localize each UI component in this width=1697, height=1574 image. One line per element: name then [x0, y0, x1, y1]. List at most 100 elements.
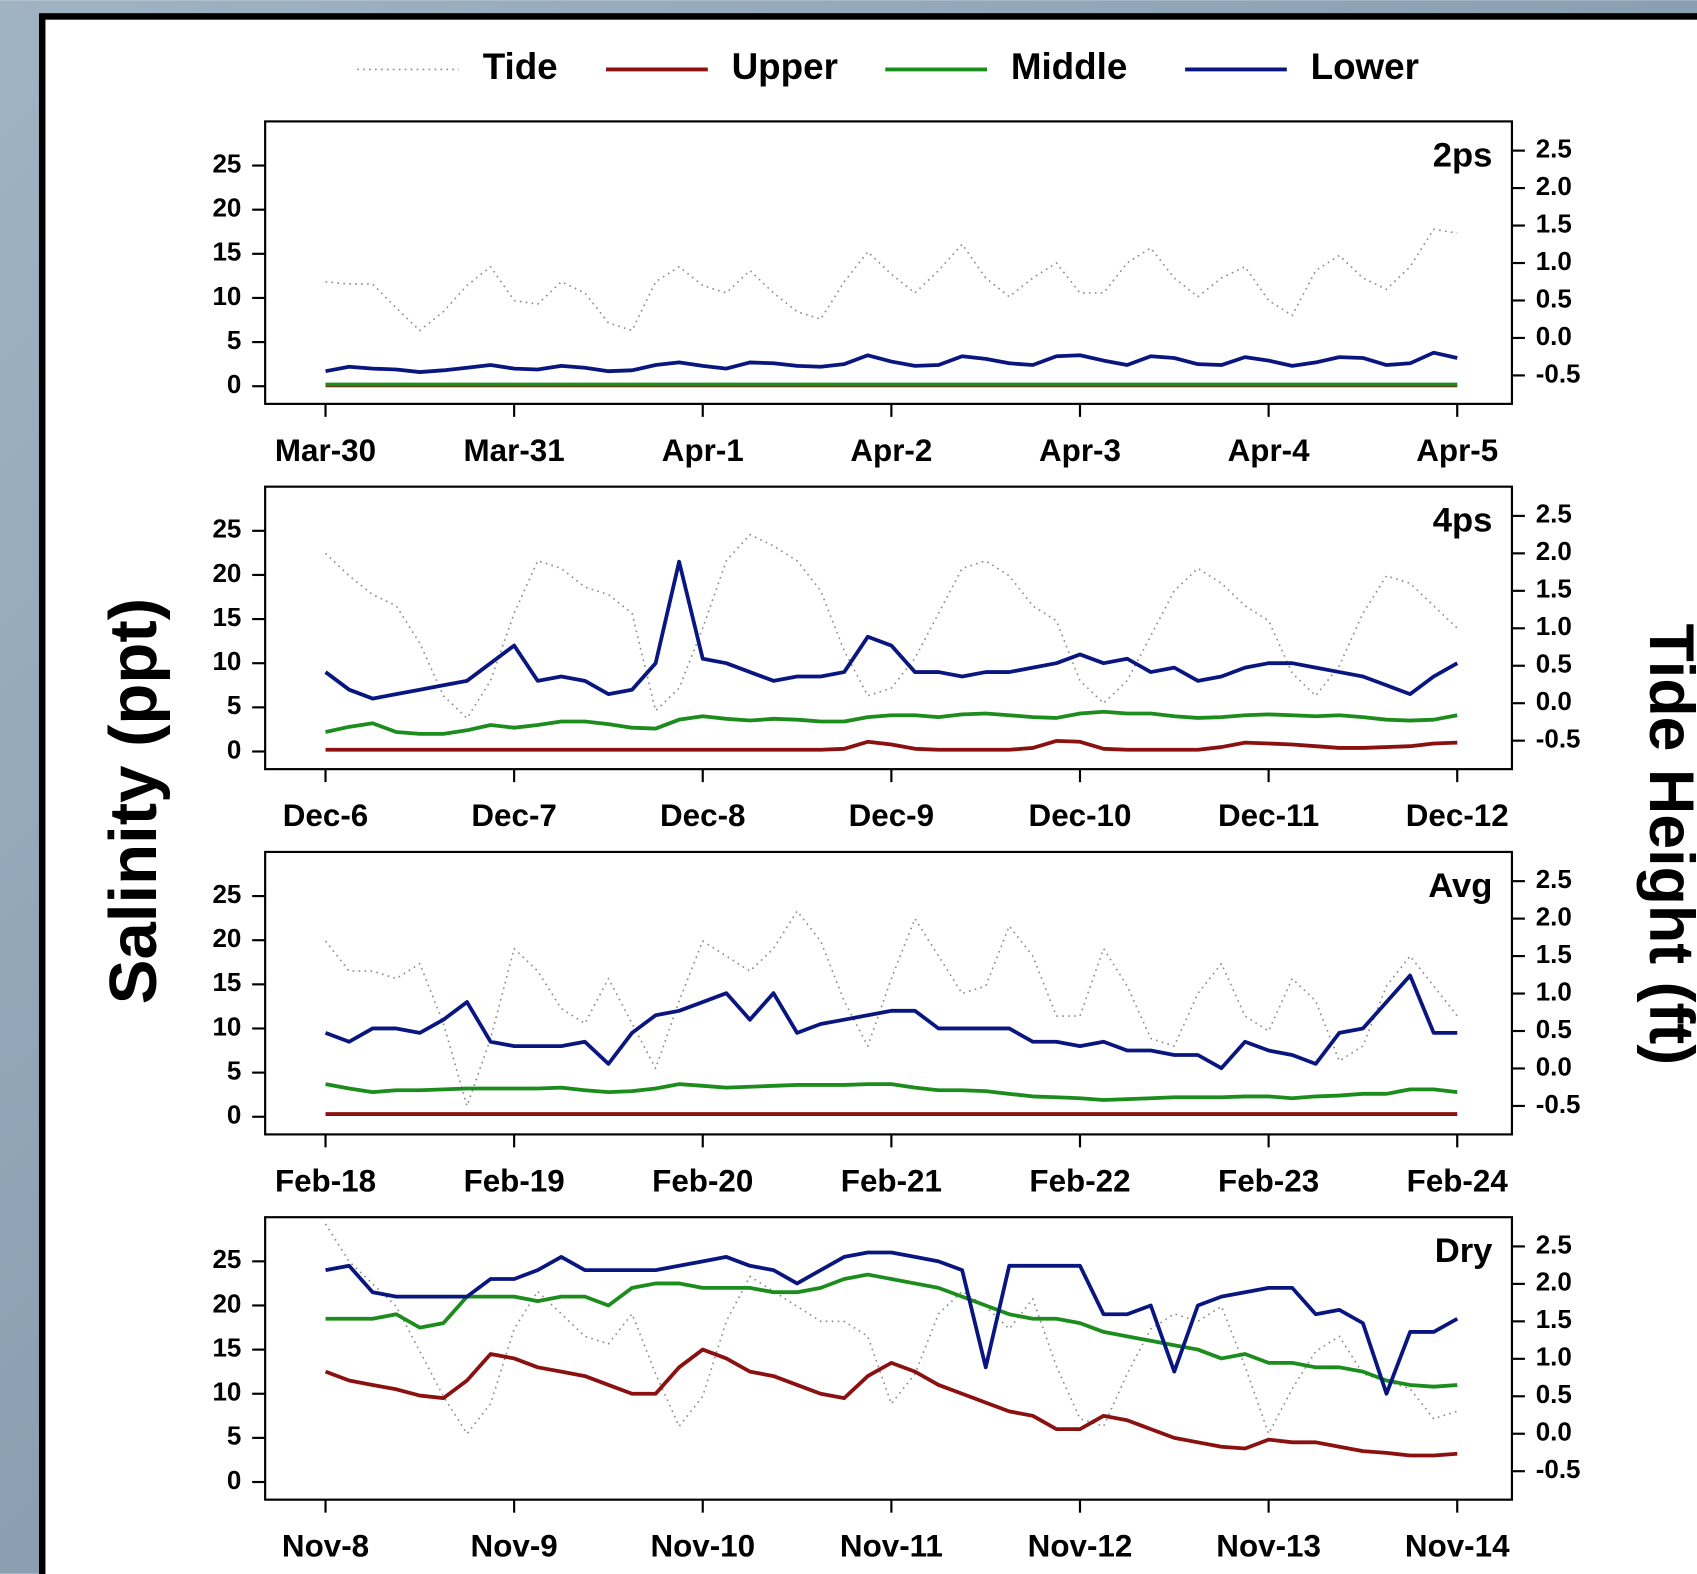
y-tick-label: 15: [212, 967, 241, 997]
x-tick-label: Nov-9: [471, 1529, 558, 1564]
x-tick-label: Feb-22: [1029, 1163, 1130, 1198]
y2-tick-label: 0.0: [1536, 321, 1572, 351]
x-tick-label: Dec-10: [1029, 798, 1132, 833]
x-tick-label: Dec-11: [1218, 798, 1319, 833]
y2-tick-label: 1.5: [1536, 208, 1572, 238]
y-tick-label: 0: [227, 1465, 241, 1495]
y-tick-label: 15: [212, 1332, 241, 1362]
x-tick-label: Feb-21: [841, 1163, 942, 1198]
panel-label: 2ps: [1433, 136, 1493, 174]
x-tick-label: Feb-18: [275, 1163, 376, 1198]
y-tick-label: 5: [227, 325, 241, 355]
legend-label: Middle: [1011, 46, 1127, 87]
x-tick-label: Nov-14: [1405, 1529, 1510, 1564]
series-line: [325, 1250, 1459, 1396]
y2-tick-label: 2.5: [1536, 864, 1572, 894]
x-tick-label: Feb-20: [652, 1163, 753, 1198]
y2-tick-label: -0.5: [1536, 358, 1581, 388]
y-tick-label: 0: [227, 369, 241, 399]
series-line: [325, 228, 1458, 332]
y2-tick-label: 1.0: [1536, 976, 1572, 1006]
y-tick-label: 15: [212, 602, 241, 632]
series-line: [324, 559, 1459, 701]
series-line: [325, 1272, 1458, 1389]
x-tick-label: Dec-7: [471, 798, 556, 833]
y2-tick-label: 0.5: [1536, 283, 1572, 313]
x-tick-label: Dec-12: [1406, 798, 1509, 833]
x-tick-label: Mar-30: [275, 433, 376, 468]
y-tick-label: 0: [227, 1100, 241, 1130]
y2-tick-label: 0.5: [1536, 1379, 1572, 1409]
y2-tick-label: -0.5: [1536, 1454, 1581, 1484]
x-tick-label: Nov-12: [1028, 1529, 1133, 1564]
y-tick-label: 20: [212, 923, 241, 953]
x-tick-label: Apr-3: [1039, 433, 1121, 468]
x-tick-label: Apr-1: [662, 433, 744, 468]
series-line: [325, 739, 1458, 752]
panel-label: Avg: [1428, 867, 1492, 905]
x-tick-label: Mar-31: [464, 433, 565, 468]
x-tick-label: Dec-9: [849, 798, 934, 833]
x-tick-label: Dec-6: [283, 798, 368, 833]
y2-tick-label: 0.5: [1536, 649, 1572, 679]
y2-tick-label: 2.5: [1536, 499, 1572, 529]
y-tick-label: 10: [212, 646, 241, 676]
y2-tick-label: 2.0: [1536, 1267, 1572, 1297]
legend-label: Tide: [483, 46, 558, 87]
y-tick-label: 5: [227, 1055, 241, 1085]
series-line: [324, 533, 1458, 719]
y-tick-label: 10: [212, 1011, 241, 1041]
y2-tick-label: 1.0: [1536, 246, 1572, 276]
series-line: [325, 350, 1458, 374]
y2-tick-label: 0.0: [1536, 1051, 1572, 1081]
y2-tick-label: 1.0: [1536, 1342, 1572, 1372]
y2-tick-label: 2.5: [1536, 1229, 1572, 1259]
series-line: [324, 910, 1458, 1107]
x-tick-label: Nov-11: [840, 1529, 943, 1564]
y-tick-label: 20: [212, 558, 241, 588]
y-tick-label: 5: [227, 690, 241, 720]
y2-tick-label: 2.0: [1536, 536, 1572, 566]
y2-axis-title: Tide Height (ft): [1636, 624, 1697, 1066]
y-tick-label: 25: [212, 148, 241, 178]
y-tick-label: 10: [212, 281, 241, 311]
series-line: [325, 1082, 1458, 1102]
series-line: [324, 1347, 1458, 1458]
y-tick-label: 5: [227, 1421, 241, 1451]
x-tick-label: Feb-19: [464, 1163, 565, 1198]
y2-tick-label: 1.5: [1536, 1304, 1572, 1334]
y2-tick-label: 2.5: [1536, 133, 1572, 163]
x-tick-label: Apr-4: [1228, 433, 1310, 468]
y-tick-label: 10: [212, 1377, 241, 1407]
y2-tick-label: 1.5: [1536, 939, 1572, 969]
y-axis-title: Salinity (ppt): [96, 598, 171, 1004]
y-tick-label: 25: [212, 514, 241, 544]
series-line: [325, 709, 1458, 736]
y2-tick-label: 2.0: [1536, 901, 1572, 931]
x-tick-label: Apr-5: [1416, 433, 1498, 468]
y2-tick-label: 0.0: [1536, 1417, 1572, 1447]
legend-label: Upper: [732, 46, 838, 87]
x-tick-label: Apr-2: [850, 433, 932, 468]
y2-tick-label: -0.5: [1536, 1089, 1581, 1119]
series-line: [324, 973, 1458, 1071]
y2-tick-label: 0.5: [1536, 1014, 1572, 1044]
panel-label: 4ps: [1433, 502, 1493, 540]
y2-tick-label: 2.0: [1536, 171, 1572, 201]
frame: [38, 13, 1697, 1574]
x-tick-label: Feb-24: [1407, 1163, 1509, 1198]
x-tick-label: Nov-8: [282, 1529, 369, 1564]
y2-tick-label: 1.5: [1536, 574, 1572, 604]
y-tick-label: 25: [212, 879, 241, 909]
y-tick-label: 25: [212, 1244, 241, 1274]
y2-tick-label: 1.0: [1536, 611, 1572, 641]
y-tick-label: 0: [227, 734, 241, 764]
x-tick-label: Feb-23: [1218, 1163, 1319, 1198]
y2-tick-label: 0.0: [1536, 686, 1572, 716]
x-tick-label: Nov-10: [650, 1529, 755, 1564]
y-tick-label: 20: [212, 1288, 241, 1318]
x-tick-label: Nov-13: [1216, 1529, 1321, 1564]
panel-label: Dry: [1435, 1232, 1493, 1270]
